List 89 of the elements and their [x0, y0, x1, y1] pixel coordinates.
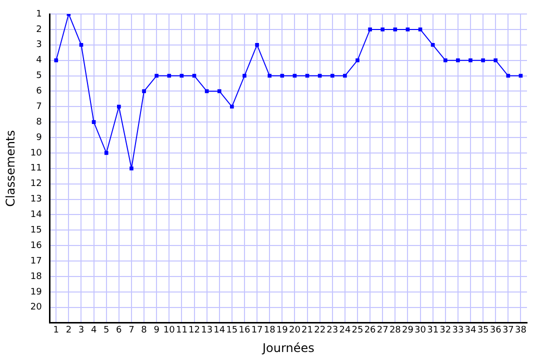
point — [380, 28, 385, 32]
point — [255, 42, 259, 47]
y-tick-label: 3 — [36, 40, 42, 50]
point — [217, 89, 222, 94]
x-tick-label: 1 — [53, 326, 59, 336]
x-tick-label: 19 — [276, 326, 288, 336]
x-tick-label: 21 — [302, 326, 313, 336]
x-tick-label: 15 — [226, 326, 238, 336]
point — [54, 58, 58, 62]
y-tick-label: 8 — [36, 117, 42, 128]
y-axis-title: Classements — [3, 130, 18, 207]
y-tick-label: 2 — [36, 24, 42, 35]
point — [494, 58, 498, 62]
point — [92, 120, 96, 124]
x-tick-label: 4 — [90, 326, 97, 336]
x-tick-label: 38 — [514, 326, 527, 336]
y-tick-label: 15 — [30, 226, 42, 236]
y-tick-label: 17 — [30, 256, 42, 266]
point — [154, 74, 158, 78]
point — [368, 28, 372, 32]
x-tick-label: 29 — [402, 326, 414, 336]
point — [406, 28, 410, 32]
point — [167, 74, 172, 78]
x-tick-label: 20 — [288, 326, 301, 336]
point — [418, 28, 422, 32]
y-tick-label: 1 — [36, 9, 42, 20]
x-tick-label: 36 — [490, 326, 502, 336]
y-tick-label: 20 — [30, 302, 42, 313]
point — [443, 58, 448, 62]
y-tick-label: 10 — [30, 148, 42, 158]
x-axis-title: Journées — [262, 340, 314, 355]
point — [280, 74, 284, 78]
x-tick-label: 10 — [163, 326, 176, 336]
point — [393, 28, 398, 32]
y-tick-label: 4 — [36, 56, 42, 66]
point — [330, 74, 334, 78]
x-tick-label: 32 — [440, 326, 452, 336]
point — [456, 58, 460, 62]
x-tick-label: 17 — [251, 326, 263, 336]
point — [242, 74, 246, 78]
x-tick-label: 14 — [214, 326, 226, 336]
x-tick-label: 18 — [264, 326, 276, 336]
y-tick-label: 18 — [30, 272, 42, 282]
point — [79, 42, 84, 47]
x-tick-label: 7 — [128, 326, 134, 336]
x-tick-label: 22 — [314, 326, 326, 336]
y-tick-label: 16 — [30, 240, 42, 251]
point — [104, 151, 108, 155]
x-tick-label: 5 — [103, 326, 110, 336]
point — [130, 166, 134, 170]
x-tick-label: 37 — [502, 326, 514, 336]
point — [468, 58, 472, 62]
x-tick-label: 3 — [78, 326, 84, 336]
point — [117, 104, 121, 109]
y-tick-label: 12 — [30, 179, 42, 190]
y-tick-label: 13 — [30, 194, 42, 205]
x-tick-label: 24 — [339, 326, 351, 336]
x-tick-label: 16 — [238, 326, 250, 336]
y-tick-label: 6 — [36, 86, 42, 97]
y-tick-label: 7 — [36, 102, 42, 112]
point — [343, 74, 347, 78]
point — [481, 58, 485, 62]
point — [142, 89, 146, 94]
x-tick-label: 11 — [176, 326, 188, 336]
y-tick-label: 11 — [30, 164, 42, 174]
x-tick-label: 26 — [364, 326, 376, 336]
point — [268, 74, 272, 78]
x-tick-label: 25 — [352, 326, 364, 336]
x-tick-label: 28 — [389, 326, 402, 336]
y-tick-label: 14 — [30, 210, 42, 220]
x-tick-label: 6 — [116, 326, 122, 336]
point — [356, 58, 360, 62]
x-tick-label: 27 — [376, 326, 388, 336]
x-tick-label: 2 — [66, 326, 72, 336]
x-tick-label: 8 — [141, 326, 148, 336]
x-tick-label: 9 — [154, 326, 160, 336]
x-tick-label: 34 — [464, 326, 476, 336]
y-tick-label: 19 — [30, 287, 42, 298]
point — [430, 42, 435, 47]
x-tick-label: 33 — [452, 326, 464, 336]
x-tick-label: 23 — [326, 326, 338, 336]
point — [230, 104, 234, 109]
y-tick-label: 5 — [36, 71, 42, 82]
x-tick-label: 31 — [427, 326, 439, 336]
x-tick-label: 13 — [201, 326, 213, 336]
x-tick-label: 30 — [414, 326, 426, 336]
y-tick-label: 9 — [36, 132, 42, 143]
x-tick-label: 12 — [188, 326, 200, 336]
x-tick-label: 35 — [477, 326, 489, 336]
